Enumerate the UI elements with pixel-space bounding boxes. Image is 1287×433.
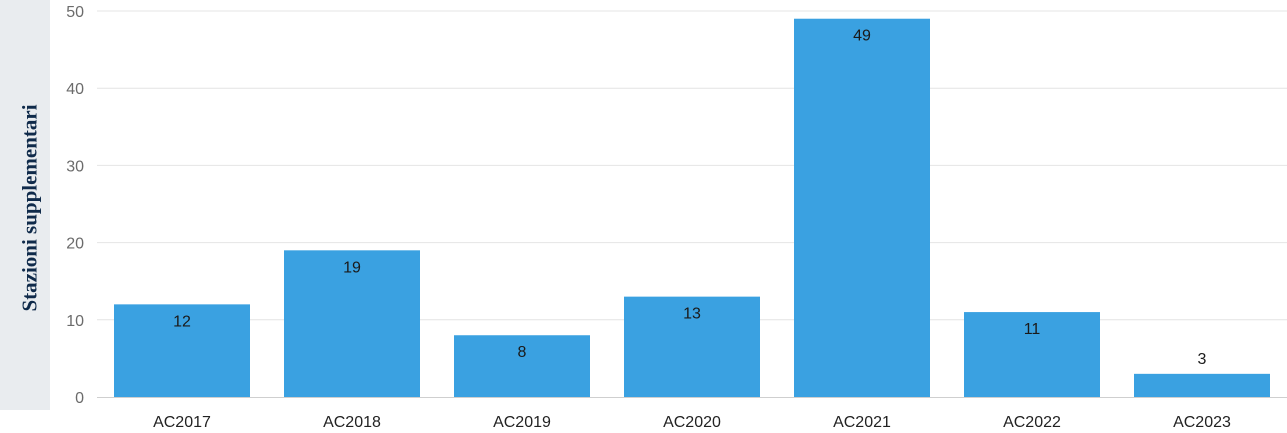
x-axis-ticks: AC2017 AC2018 AC2019 AC2020 AC2021 AC2022 AC20… [153, 414, 1231, 431]
y-tick-label: 50 [66, 4, 84, 21]
y-axis-label-panel: Stazioni supplementari [0, 0, 50, 410]
bar-ac2022 [964, 312, 1100, 397]
x-tick-label-ac2021: AC2021 [833, 414, 891, 431]
bar-ac2023 [1134, 373, 1270, 397]
x-tick-label-ac2017: AC2017 [153, 414, 211, 431]
data-label-ac2018: 19 [343, 259, 361, 276]
data-label-ac2019: 8 [518, 344, 527, 361]
bar-ac2019 [454, 335, 590, 397]
data-label-ac2022: 11 [1024, 321, 1041, 338]
bar-ac2017 [114, 304, 250, 397]
x-tick-label-ac2020: AC2020 [663, 414, 721, 431]
y-tick-label: 20 [66, 236, 84, 253]
bars: 12 19 8 13 49 11 3 [114, 18, 1270, 397]
y-tick-label: 0 [75, 390, 84, 407]
data-label-ac2021: 49 [853, 28, 871, 45]
bar-ac2021 [794, 18, 930, 397]
x-tick-label-ac2023: AC2023 [1173, 414, 1231, 431]
x-tick-label-ac2022: AC2022 [1003, 414, 1061, 431]
bar-ac2018 [284, 250, 420, 397]
y-tick-label: 40 [66, 81, 84, 98]
data-label-ac2023: 3 [1198, 351, 1207, 368]
y-axis-ticks: 0 10 20 30 40 50 [66, 4, 84, 407]
x-tick-label-ac2018: AC2018 [323, 414, 381, 431]
data-label-ac2020: 13 [683, 306, 701, 323]
bar-ac2020 [624, 296, 760, 397]
data-label-ac2017: 12 [173, 313, 191, 330]
y-tick-label: 10 [66, 313, 84, 330]
y-tick-label: 30 [66, 158, 84, 175]
x-tick-label-ac2019: AC2019 [493, 414, 551, 431]
